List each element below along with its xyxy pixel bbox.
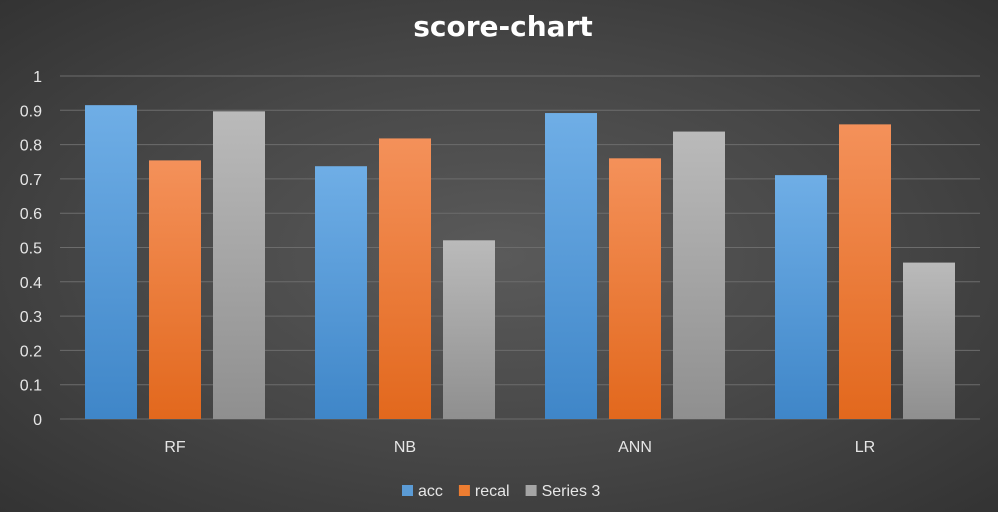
bar-lr-series-3: [903, 262, 955, 419]
bar-lr-recal: [839, 124, 891, 419]
y-tick-label: 1: [33, 69, 42, 86]
bar-rf-acc: [85, 105, 137, 419]
x-category-label: NB: [394, 439, 416, 456]
y-tick-label: 0.4: [20, 275, 42, 292]
x-category-label: ANN: [618, 439, 652, 456]
y-tick-label: 0.9: [20, 103, 42, 120]
y-tick-label: 0.6: [20, 206, 42, 223]
y-tick-label: 0.8: [20, 138, 42, 155]
y-tick-label: 0.2: [20, 343, 42, 360]
bar-lr-acc: [775, 175, 827, 419]
y-tick-label: 0.3: [20, 309, 42, 326]
bar-ann-acc: [545, 113, 597, 419]
bar-ann-recal: [609, 158, 661, 419]
legend-label: acc: [418, 483, 443, 500]
bar-rf-series-3: [213, 111, 265, 419]
bar-nb-recal: [379, 138, 431, 419]
y-tick-label: 0.5: [20, 241, 42, 258]
bar-nb-acc: [315, 166, 367, 419]
x-category-label: RF: [164, 439, 186, 456]
legend-swatch-series-3: [525, 485, 537, 496]
bar-ann-series-3: [673, 131, 725, 420]
bar-nb-series-3: [443, 240, 495, 419]
y-tick-label: 0.7: [20, 172, 42, 189]
y-tick-label: 0: [33, 412, 42, 429]
legend-label: Series 3: [542, 483, 601, 500]
x-category-label: LR: [855, 439, 875, 456]
chart-title: score-chart: [413, 10, 593, 43]
legend-label: recal: [475, 483, 510, 500]
bar-rf-recal: [149, 160, 201, 420]
legend-swatch-acc: [402, 485, 413, 496]
y-tick-label: 0.1: [20, 378, 42, 395]
legend-swatch-recal: [458, 485, 470, 496]
